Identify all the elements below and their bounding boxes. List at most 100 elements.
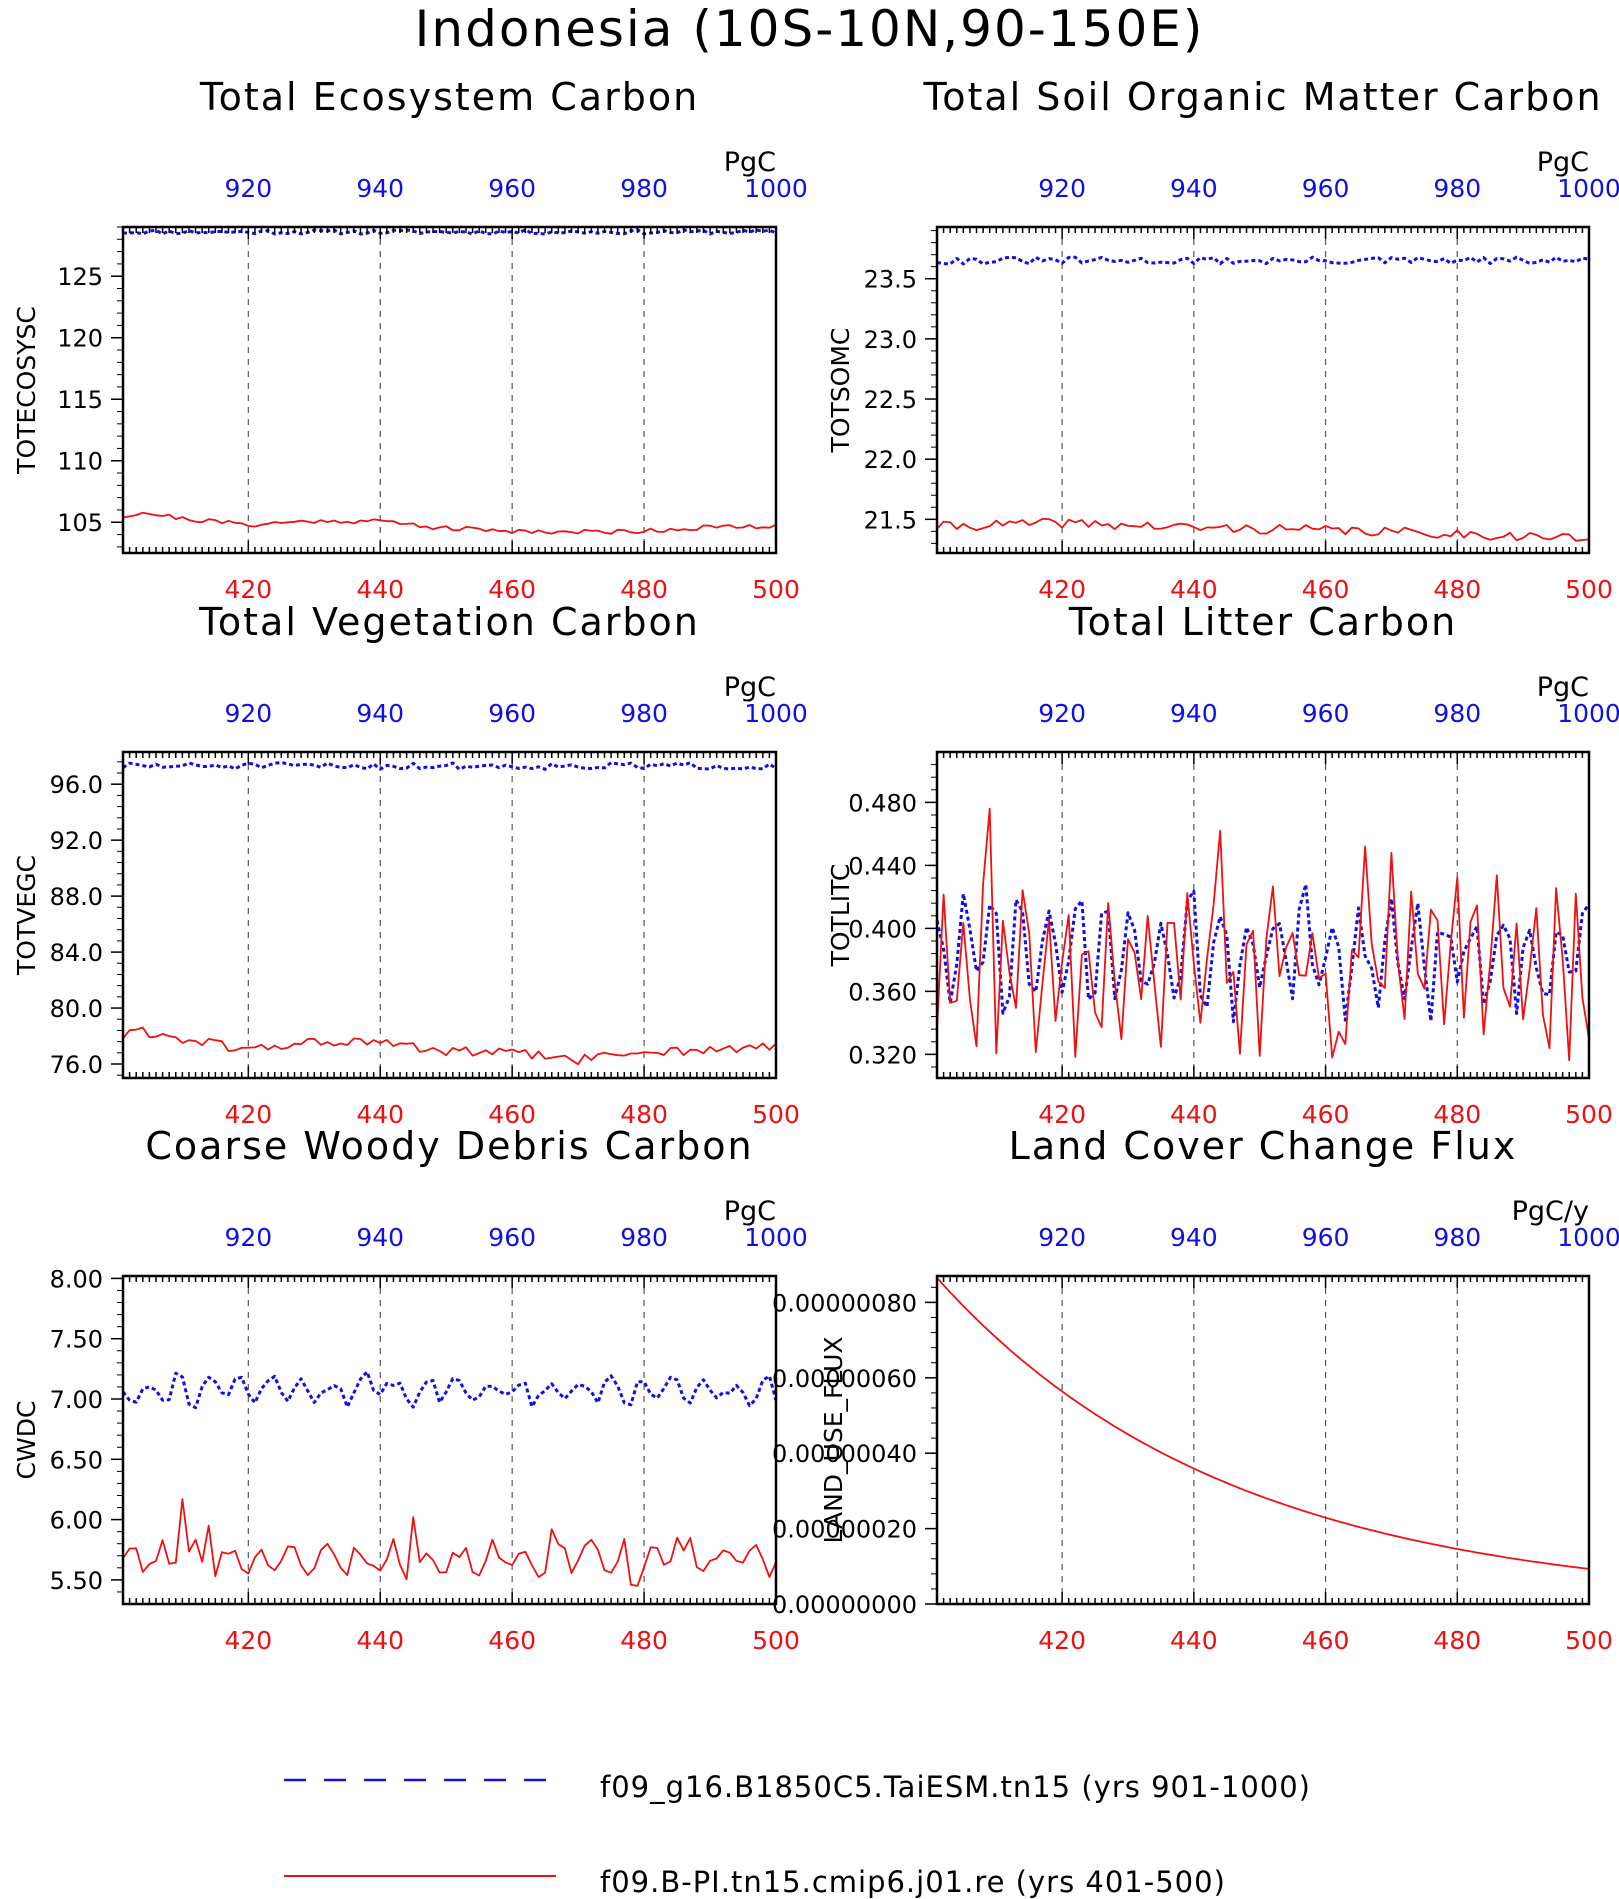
- x-top-tick-label: 920: [224, 1223, 272, 1252]
- plot-frame: [935, 750, 1591, 1080]
- x-bottom-tick-label: 420: [1038, 1100, 1086, 1129]
- panel-title: Coarse Woody Debris Carbon: [145, 1124, 753, 1168]
- plot-frame: [935, 1274, 1591, 1606]
- plot-frame: [121, 750, 778, 1080]
- x-top-tick-label: 920: [224, 699, 272, 728]
- x-bottom-tick-label: 500: [1565, 1626, 1613, 1655]
- chart-panel-4: Total Litter Carbon PgC 420 440 460 480 500 920…: [826, 600, 1619, 1129]
- x-bottom-tick-label: 440: [356, 1626, 404, 1655]
- panel-title: Total Soil Organic Matter Carbon: [922, 75, 1602, 119]
- y-tick-label: 22.0: [864, 446, 917, 474]
- legend-swatch-solid: [284, 1875, 556, 1877]
- x-bottom-tick-label: 460: [1302, 1100, 1350, 1129]
- x-bottom-tick-label: 500: [752, 1626, 800, 1655]
- x-top-tick-label: 960: [1302, 699, 1350, 728]
- units-label: PgC: [724, 147, 776, 178]
- y-tick-label: 76.0: [50, 1051, 103, 1079]
- x-top-tick-label: 1000: [1557, 1223, 1619, 1252]
- y-tick-label: 125: [57, 263, 103, 291]
- x-bottom-tick-label: 460: [1302, 575, 1350, 604]
- x-top-tick-label: 940: [1170, 1223, 1218, 1252]
- y-tick-label: 105: [57, 509, 103, 537]
- y-tick-label: 96.0: [50, 771, 103, 799]
- units-label: PgC: [1537, 147, 1589, 178]
- y-axis-label: LAND_USE_FLUX: [819, 1336, 848, 1543]
- x-top-tick-label: 1000: [1557, 699, 1619, 728]
- x-top-tick-label: 980: [1433, 1223, 1481, 1252]
- series-line-case2: [122, 1498, 777, 1587]
- y-tick-label: 7.00: [50, 1386, 103, 1414]
- x-top-tick-label: 960: [488, 699, 536, 728]
- x-bottom-tick-label: 440: [1170, 1100, 1218, 1129]
- plot-frame: [121, 1274, 778, 1606]
- x-top-tick-label: 980: [620, 1223, 668, 1252]
- y-tick-label: 92.0: [50, 827, 103, 855]
- x-bottom-tick-label: 420: [224, 1626, 272, 1655]
- x-top-tick-label: 1000: [744, 1223, 808, 1252]
- y-tick-label: 0.00000020: [772, 1516, 917, 1544]
- y-tick-label: 80.0: [50, 995, 103, 1023]
- x-bottom-tick-label: 480: [620, 575, 668, 604]
- x-bottom-tick-label: 440: [1170, 575, 1218, 604]
- x-bottom-tick-label: 440: [356, 1100, 404, 1129]
- y-tick-label: 6.50: [50, 1446, 103, 1474]
- y-tick-label: 0.00000000: [772, 1591, 917, 1619]
- units-label: PgC/y: [1512, 1196, 1589, 1227]
- x-bottom-tick-label: 500: [752, 575, 800, 604]
- legend-label-case1: f09_g16.B1850C5.TaiESM.tn15 (yrs 901-100…: [600, 1770, 1311, 1804]
- x-top-tick-label: 1000: [744, 174, 808, 203]
- y-tick-label: 0.00000040: [772, 1440, 917, 1468]
- figure-title: Indonesia (10S-10N,90-150E): [414, 0, 1205, 58]
- chart-panel-6: Land Cover Change Flux PgC/y 420 440 460 480 5…: [772, 1124, 1619, 1655]
- y-tick-label: 0.320: [848, 1041, 917, 1069]
- y-tick-label: 115: [57, 386, 103, 414]
- x-bottom-tick-label: 500: [1565, 1100, 1613, 1129]
- x-bottom-tick-label: 460: [1302, 1626, 1350, 1655]
- x-top-tick-label: 940: [1170, 699, 1218, 728]
- y-tick-label: 0.480: [848, 789, 917, 817]
- series-line-case1: [122, 761, 777, 771]
- x-bottom-tick-label: 480: [620, 1100, 668, 1129]
- y-tick-label: 0.00000060: [772, 1365, 917, 1393]
- panel-title: Total Ecosystem Carbon: [199, 75, 699, 119]
- y-tick-label: 84.0: [50, 939, 103, 967]
- chart-panel-2: Total Soil Organic Matter Carbon PgC 420 44…: [826, 75, 1619, 604]
- series-line-case1: [121, 1370, 778, 1410]
- panel-title: Total Litter Carbon: [1068, 600, 1457, 644]
- y-tick-label: 6.00: [50, 1507, 103, 1535]
- y-axis-label: CWDC: [12, 1401, 41, 1480]
- series-line-case2: [936, 1277, 1590, 1570]
- x-top-tick-label: 1000: [1557, 174, 1619, 203]
- x-top-tick-label: 920: [1038, 1223, 1086, 1252]
- x-top-tick-label: 1000: [744, 699, 808, 728]
- y-tick-label: 0.360: [848, 978, 917, 1006]
- y-tick-label: 8.00: [50, 1265, 103, 1293]
- x-top-tick-label: 940: [1170, 174, 1218, 203]
- x-top-tick-label: 940: [356, 699, 404, 728]
- x-bottom-tick-label: 440: [1170, 1626, 1218, 1655]
- chart-panel-5: Coarse Woody Debris Carbon PgC 420 440 460 48…: [12, 1124, 808, 1655]
- plot-frame: [935, 225, 1591, 555]
- y-axis-label: TOTECOSYSC: [12, 306, 41, 475]
- plot-frame: [121, 225, 778, 555]
- x-bottom-tick-label: 440: [356, 575, 404, 604]
- y-tick-label: 0.400: [848, 915, 917, 943]
- x-top-tick-label: 940: [356, 174, 404, 203]
- x-top-tick-label: 920: [1038, 174, 1086, 203]
- legend-label-case2: f09.B-PI.tn15.cmip6.j01.re (yrs 401-500): [600, 1865, 1226, 1899]
- chart-panel-1: Total Ecosystem Carbon PgC 420 440 460 480 500…: [12, 75, 808, 604]
- series-line-case1: [122, 228, 777, 236]
- x-bottom-tick-label: 480: [1433, 575, 1481, 604]
- y-axis-label: TOTLITC: [826, 864, 855, 968]
- x-bottom-tick-label: 500: [1565, 575, 1613, 604]
- x-bottom-tick-label: 420: [224, 1100, 272, 1129]
- units-label: PgC: [724, 672, 776, 703]
- x-bottom-tick-label: 480: [1433, 1100, 1481, 1129]
- units-label: PgC: [1537, 672, 1589, 703]
- x-top-tick-label: 960: [488, 174, 536, 203]
- y-axis-label: TOTSOMC: [826, 328, 855, 454]
- panel-title: Total Vegetation Carbon: [198, 600, 700, 644]
- chart-panel-3: Total Vegetation Carbon PgC 420 440 460 480 50…: [12, 600, 808, 1129]
- y-tick-label: 110: [57, 448, 103, 476]
